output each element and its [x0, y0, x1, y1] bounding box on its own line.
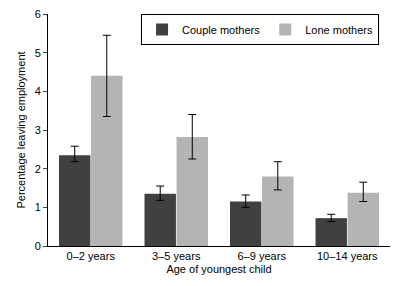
svg-text:1: 1: [35, 201, 41, 213]
svg-text:2: 2: [35, 163, 41, 175]
svg-text:Percentage leaving employment: Percentage leaving employment: [15, 51, 27, 208]
svg-text:Lone mothers: Lone mothers: [305, 24, 373, 36]
svg-text:6: 6: [35, 8, 41, 20]
svg-text:3–5 years: 3–5 years: [152, 250, 201, 262]
svg-text:3: 3: [35, 124, 41, 136]
svg-text:0–2 years: 0–2 years: [67, 250, 116, 262]
svg-text:Couple mothers: Couple mothers: [182, 24, 260, 36]
svg-text:4: 4: [35, 85, 41, 97]
svg-text:6–9 years: 6–9 years: [238, 250, 287, 262]
svg-text:0: 0: [35, 240, 41, 252]
svg-text:Age of youngest child: Age of youngest child: [166, 263, 271, 275]
svg-text:5: 5: [35, 47, 41, 59]
svg-text:10–14 years: 10–14 years: [317, 250, 378, 262]
